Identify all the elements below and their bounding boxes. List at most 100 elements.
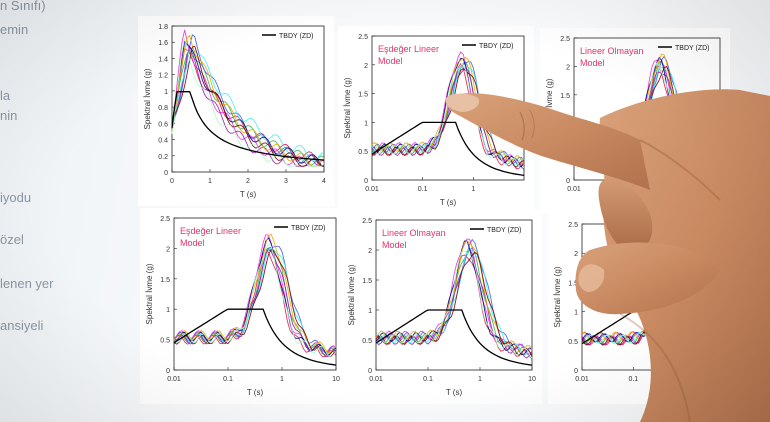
sidebar-text-2: emin [0, 22, 29, 37]
x-axis-label: T (s) [440, 198, 457, 207]
y-tick-label: 0.4 [158, 138, 168, 145]
x-tick-label: 0.01 [365, 186, 379, 193]
y-tick-label: 0.8 [158, 105, 168, 112]
sidebar-text-8: ansiyeli [0, 318, 44, 333]
x-tick-label: 0 [170, 178, 174, 185]
sidebar-text-5: iyodu [0, 190, 32, 205]
tbdy-design-spectrum [375, 309, 533, 366]
x-tick-label: 3 [284, 178, 288, 185]
y-tick-label: 1.5 [568, 280, 578, 287]
spectrum-line [171, 45, 324, 167]
y-tick-label: 1.2 [158, 73, 168, 80]
y-tick-label: 0.5 [160, 338, 170, 345]
spectrum-line [375, 238, 533, 356]
spectrum-line [171, 49, 325, 166]
sidebar-text-6: özel [0, 232, 24, 247]
spectrum-line [375, 240, 533, 356]
model-title: Model [378, 56, 403, 66]
x-tick-label: 0.01 [369, 376, 383, 383]
sidebar-text-1: n Sınıfı) [0, 0, 46, 13]
x-tick-label: 0.1 [423, 376, 433, 383]
chart-1-svg: 0 0.2 0.4 0.6 0.8 1 1.2 1.4 1.6 1.8 0 1 2 3 4 T (s) Spek… [143, 24, 326, 199]
x-axis-label: T (s) [240, 190, 257, 199]
spectrum-line [375, 250, 533, 359]
y-tick-label: 2.5 [362, 218, 372, 225]
spectrum-line [173, 243, 337, 358]
y-tick-label: 1.8 [158, 24, 168, 31]
x-tick-label: 1 [208, 178, 212, 185]
x-tick-label: 0.01 [167, 376, 181, 383]
y-tick-label: 0 [566, 178, 570, 185]
model-title: Lineer Olmayan [580, 46, 644, 56]
y-tick-label: 0.6 [158, 121, 168, 128]
y-tick-label: 1.4 [158, 56, 168, 63]
y-tick-label: 1 [164, 89, 168, 96]
chart-2-svg: 0 0.5 1 1.5 2 2.5 0.01 0.1 1 T (s) Spektral İvme (… [343, 34, 525, 207]
model-title: Model [180, 238, 205, 248]
y-tick-label: 0.2 [158, 154, 168, 161]
x-tick-label: 4 [322, 178, 326, 185]
spectra-curves [375, 238, 533, 360]
y-axis-label: Spektral İvme (g) [553, 266, 562, 327]
y-tick-label: 2 [166, 246, 170, 253]
y-tick-label: 2 [574, 251, 578, 258]
spectra-curves [371, 51, 525, 171]
y-tick-label: 1.5 [358, 92, 368, 99]
spectra-curves [173, 233, 337, 358]
tbdy-design-spectrum [371, 121, 525, 176]
y-tick-label: 1.5 [560, 93, 570, 100]
x-tick-label: 2 [246, 178, 250, 185]
legend-label: TBDY (ZD) [291, 225, 325, 232]
y-tick-label: 2.5 [358, 34, 368, 41]
y-tick-label: 2 [368, 248, 372, 255]
x-tick-label: 0.1 [418, 186, 428, 193]
chart-panel-2: 0 0.5 1 1.5 2 2.5 0.01 0.1 1 T (s) Spektral İvme (… [338, 26, 534, 214]
sidebar-text-4: nin [0, 108, 18, 123]
y-tick-label: 1 [364, 120, 368, 127]
spectrum-line [371, 63, 525, 170]
y-tick-label: 2 [566, 64, 570, 71]
y-tick-label: 0.5 [568, 339, 578, 346]
model-title: Model [382, 240, 407, 250]
chart-panel-5: 0 0.5 1 1.5 2 2.5 0.01 0.1 1 10 T (s) Spektral İvme… [342, 210, 542, 404]
x-axis-label: T (s) [446, 388, 463, 397]
y-axis-label: Spektral İvme (g) [347, 264, 356, 325]
sidebar-text-3: la [0, 88, 11, 103]
y-tick-label: 0 [364, 178, 368, 185]
chart-4-svg: 0 0.5 1 1.5 2 2.5 0.01 0.1 1 10 T (s) Spektral İvme… [145, 216, 340, 397]
spectrum-line [171, 38, 325, 167]
legend-label: TBDY (ZD) [279, 33, 313, 40]
spectrum-line [171, 45, 324, 167]
x-tick-label: 0.1 [628, 376, 638, 383]
y-tick-label: 1.6 [158, 40, 168, 47]
model-title: Lineer Olmayan [382, 228, 446, 238]
y-tick-label: 1 [368, 308, 372, 315]
y-tick-label: 0 [574, 368, 578, 375]
tbdy-design-spectrum [173, 308, 337, 366]
spectrum-line [371, 68, 525, 168]
x-tick-label: 0.01 [575, 376, 589, 383]
model-title: Model [580, 58, 605, 68]
x-tick-label: 10 [528, 376, 536, 383]
x-tick-label: 0.01 [567, 186, 581, 193]
chart-panel-1: 0 0.2 0.4 0.6 0.8 1 1.2 1.4 1.6 1.8 0 1 2 3 4 T (s) Spek… [138, 16, 334, 206]
y-axis-label: Spektral İvme (g) [343, 77, 352, 138]
y-tick-label: 0.5 [362, 338, 372, 345]
y-tick-label: 1.5 [362, 278, 372, 285]
y-tick-label: 2 [364, 63, 368, 70]
y-tick-label: 0 [166, 368, 170, 375]
y-tick-label: 2.5 [160, 216, 170, 223]
y-tick-label: 2.5 [568, 222, 578, 229]
spectrum-line [171, 34, 325, 167]
tbdy-design-spectrum [171, 91, 325, 161]
legend-label: TBDY (ZD) [675, 45, 709, 52]
y-tick-label: 1.5 [160, 277, 170, 284]
x-tick-label: 1 [280, 376, 284, 383]
x-tick-label: 0.1 [223, 376, 233, 383]
y-axis-label: Spektral İvme (g) [143, 68, 152, 129]
spectra-curves [171, 29, 325, 167]
y-tick-label: 0 [368, 368, 372, 375]
y-tick-label: 1 [166, 307, 170, 314]
model-title: Eşdeğer Lineer [180, 226, 241, 236]
